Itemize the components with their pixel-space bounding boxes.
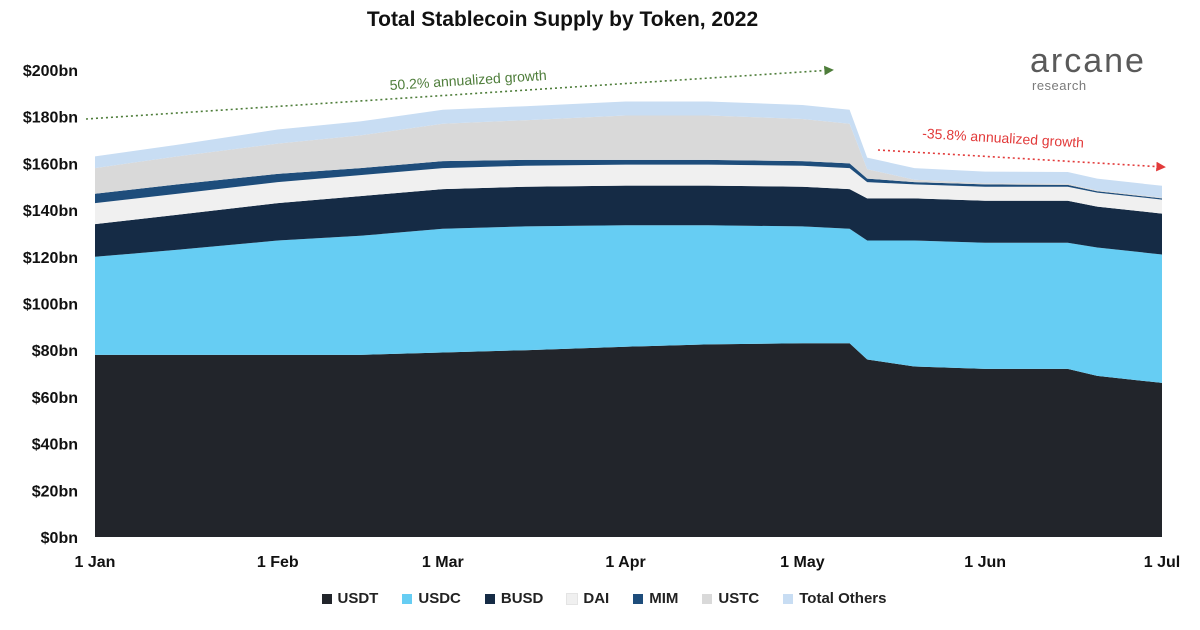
chart-title: Total Stablecoin Supply by Token, 2022 bbox=[366, 8, 759, 31]
legend-swatch bbox=[402, 593, 413, 604]
area-mim bbox=[95, 159, 1162, 204]
arcane-logo: arcane research bbox=[1030, 44, 1146, 93]
growth-annotation: 50.2% annualized growth bbox=[389, 67, 547, 93]
x-tick-label: 1 May bbox=[780, 554, 825, 571]
legend-swatch bbox=[702, 593, 713, 604]
x-tick-label: 1 Jul bbox=[1144, 554, 1180, 571]
decline-arrow bbox=[877, 149, 1166, 172]
logo-word: arcane bbox=[1030, 42, 1146, 80]
legend-swatch bbox=[783, 593, 794, 604]
legend-item: USTC bbox=[702, 590, 759, 607]
y-tick-label: $60bn bbox=[32, 390, 78, 407]
y-tick-label: $100bn bbox=[23, 297, 78, 314]
legend-item: MIM bbox=[633, 590, 678, 607]
x-tick-label: 1 Feb bbox=[257, 554, 299, 571]
decline-annotation: -35.8% annualized growth bbox=[922, 125, 1085, 151]
y-axis-ticks: $0bn $20bn $40bn $60bn $80bn $100bn $120bn $140… bbox=[23, 63, 78, 547]
y-tick-label: $0bn bbox=[41, 530, 78, 547]
legend-item: USDT bbox=[321, 590, 379, 607]
x-axis-ticks: 1 Jan 1 Feb 1 Mar 1 Apr 1 May 1 Jun 1 Jul bbox=[75, 554, 1181, 571]
chart-legend: USDT USDC BUSD DAI MIM USTC Total Others bbox=[0, 590, 1200, 607]
y-tick-label: $20bn bbox=[32, 483, 78, 500]
x-tick-label: 1 Jan bbox=[75, 554, 116, 571]
legend-label: DAI bbox=[583, 590, 610, 607]
legend-label: USDC bbox=[418, 590, 461, 607]
legend-item: BUSD bbox=[484, 590, 544, 607]
legend-item: USDC bbox=[402, 590, 461, 607]
logo-sub: research bbox=[1032, 78, 1087, 93]
y-tick-label: $140bn bbox=[23, 203, 78, 220]
legend-label: BUSD bbox=[500, 590, 544, 607]
legend-label: USDT bbox=[337, 590, 379, 607]
area-ustc bbox=[95, 115, 1162, 199]
area-busd bbox=[95, 185, 1162, 257]
legend-item: Total Others bbox=[783, 590, 886, 607]
area-dai bbox=[95, 164, 1162, 225]
legend-item: DAI bbox=[566, 590, 610, 607]
area-usdt bbox=[95, 343, 1162, 537]
y-tick-label: $120bn bbox=[23, 250, 78, 267]
y-tick-label: $40bn bbox=[32, 437, 78, 454]
y-tick-label: $200bn bbox=[23, 63, 78, 80]
legend-swatch bbox=[484, 593, 495, 604]
x-tick-label: 1 Mar bbox=[422, 554, 464, 571]
legend-swatch bbox=[633, 593, 644, 604]
legend-swatch bbox=[566, 592, 579, 605]
y-tick-label: $160bn bbox=[23, 156, 78, 173]
legend-swatch bbox=[321, 593, 332, 604]
y-tick-label: $80bn bbox=[32, 343, 78, 360]
legend-label: USTC bbox=[718, 590, 760, 607]
area-usdc bbox=[95, 225, 1162, 383]
x-tick-label: 1 Jun bbox=[964, 554, 1006, 571]
series-areas bbox=[95, 101, 1162, 537]
legend-label: Total Others bbox=[799, 590, 887, 607]
legend-label: MIM bbox=[649, 590, 679, 607]
x-tick-label: 1 Apr bbox=[605, 554, 645, 571]
y-tick-label: $180bn bbox=[23, 110, 78, 127]
area-total-others bbox=[95, 101, 1162, 198]
